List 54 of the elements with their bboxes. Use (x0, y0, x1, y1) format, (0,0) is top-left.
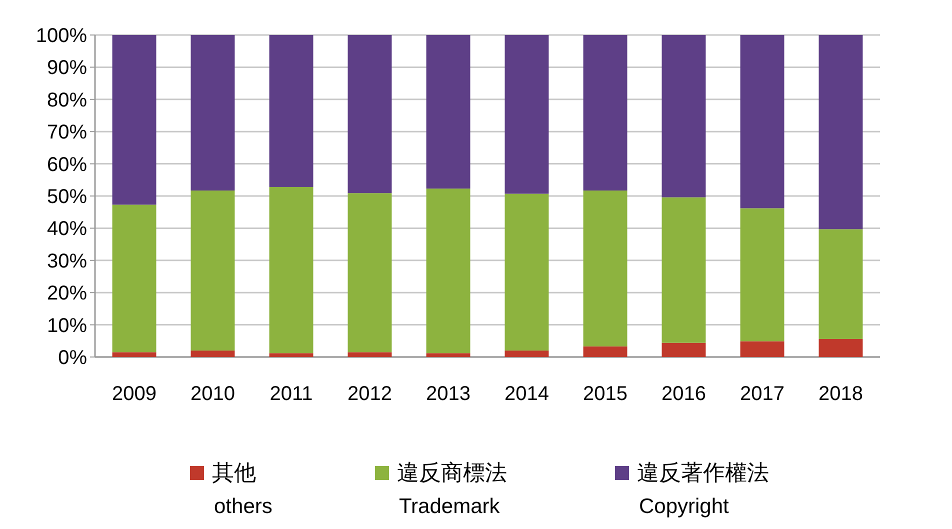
bar (269, 186, 314, 354)
legend-label: 違反商標法 Trademark (397, 460, 507, 518)
bar (190, 190, 235, 351)
x-tick-label: 2018 (818, 383, 863, 405)
legend-label: 違反著作權法 Copyright (637, 460, 769, 518)
bar (740, 35, 784, 208)
y-tick-label: 90% (46, 57, 88, 80)
x-tick-label: 2012 (348, 383, 392, 405)
bar (348, 35, 392, 194)
y-tick-label: 30% (46, 250, 88, 272)
bar (740, 208, 784, 342)
x-tick-label: 2017 (740, 383, 784, 405)
bar (348, 193, 392, 352)
bar (426, 35, 470, 189)
y-tick-label: 50% (46, 186, 88, 208)
y-tick-label: 20% (46, 282, 88, 305)
x-tick-label: 2010 (190, 383, 235, 405)
bar (818, 35, 863, 230)
bar (818, 229, 863, 339)
y-tick-label: 40% (46, 218, 88, 240)
bar (190, 350, 235, 357)
bar (269, 35, 314, 187)
bar (112, 35, 156, 205)
y-tick-label: 10% (46, 314, 88, 337)
bar (190, 35, 235, 191)
bar (740, 341, 784, 357)
bar (504, 35, 549, 194)
bar (269, 353, 314, 357)
bar (504, 194, 549, 351)
bar (662, 342, 706, 357)
y-tick-label: 0% (58, 347, 88, 369)
y-tick-label: 100% (36, 25, 88, 47)
bar (348, 352, 392, 357)
x-tick-label: 2009 (112, 383, 156, 405)
bar (112, 352, 156, 357)
x-tick-label: 2016 (662, 383, 706, 405)
legend-label: 其他 others (212, 460, 272, 518)
bar (426, 188, 470, 354)
bar (112, 204, 156, 352)
y-tick-label: 80% (46, 89, 88, 112)
x-tick-label: 2013 (426, 383, 470, 405)
x-tick-label: 2015 (583, 383, 628, 405)
bar (583, 346, 628, 357)
bar (662, 35, 706, 198)
bar (818, 338, 863, 357)
bar (426, 353, 470, 357)
y-tick-label: 60% (46, 154, 88, 176)
x-tick-label: 2014 (504, 383, 549, 405)
x-tick-label: 2011 (270, 383, 313, 405)
bar (662, 197, 706, 343)
bar (583, 190, 628, 346)
bar (504, 350, 549, 357)
y-tick-label: 70% (46, 122, 88, 144)
bar (583, 35, 628, 191)
